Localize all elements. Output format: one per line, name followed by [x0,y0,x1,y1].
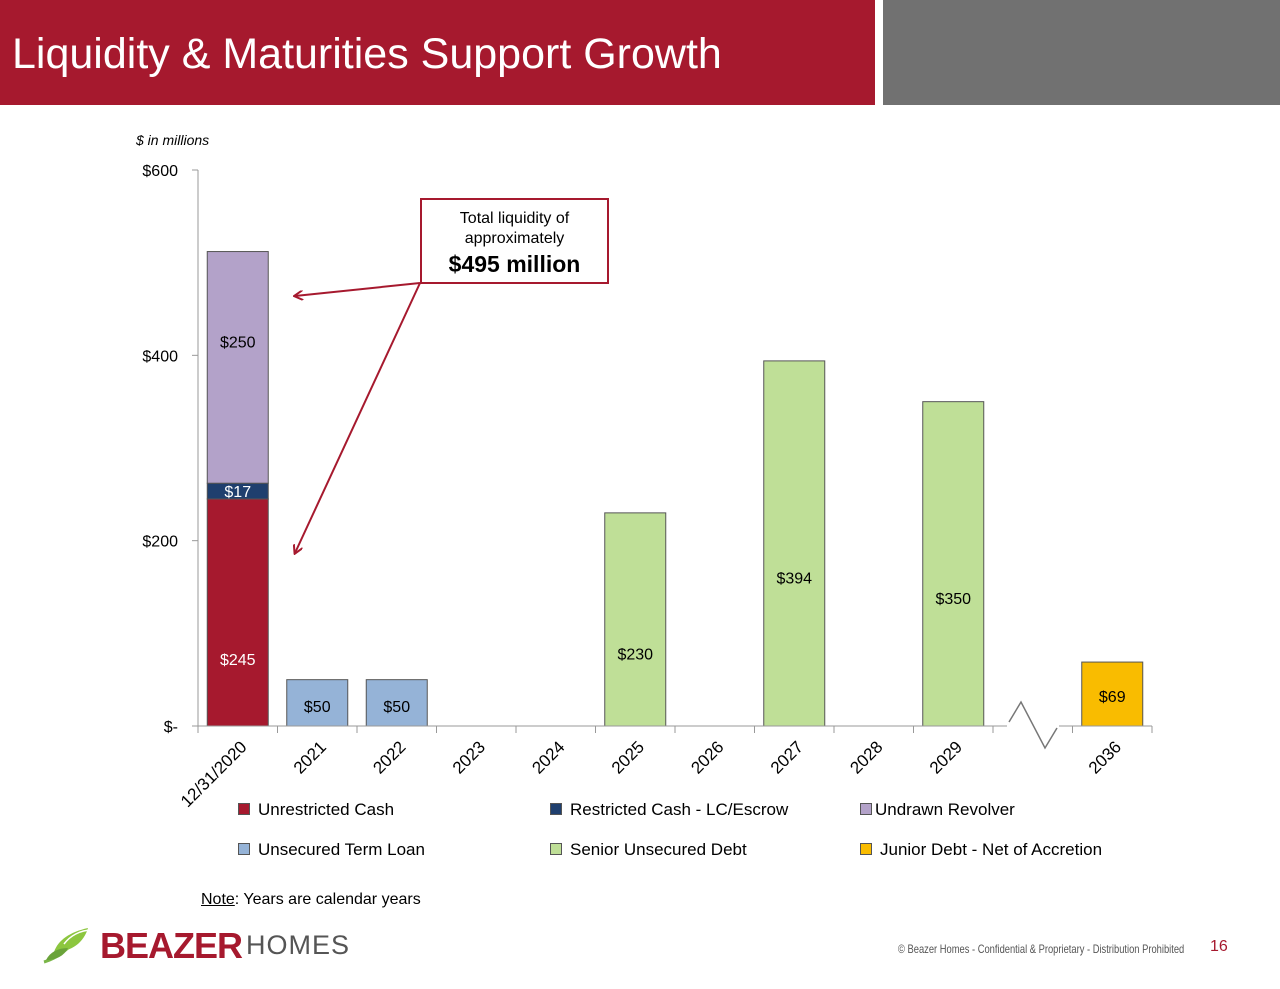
bar-junior-debt-net-of-accretion-2036 [1081,661,1144,727]
x-tick-label: 2024 [528,737,568,777]
legend-swatch [550,842,562,855]
data-label: $350 [935,591,971,608]
axis-break-icon [1008,700,1058,750]
y-tick-label: $200 [142,534,178,551]
y-tick-label: $- [164,719,178,736]
bar-unsecured-term-loan-2022 [365,679,428,727]
x-tick-label: 2021 [290,737,330,777]
legend-label: Unsecured Term Loan [258,840,425,859]
callout-arrows [295,282,421,553]
bar-senior-unsecured-debt-2025 [604,512,667,727]
y-tick-label: $400 [142,348,178,365]
legend-label: Junior Debt - Net of Accretion [880,840,1103,859]
page-title: Liquidity & Maturities Support Growth [12,30,722,78]
callout-arrow-to-revolver [295,282,421,296]
header-side-bar [883,0,1280,105]
legend-swatch [550,802,562,815]
x-tick-label: 2028 [846,737,886,777]
footer-confidential: © Beazer Homes - Confidential & Propriet… [898,942,1185,956]
legend-item-undrawn-revolver: Undrawn Revolver [860,800,1015,820]
x-tick-label: 2023 [449,737,489,777]
footnote-text: : Years are calendar years [234,891,421,908]
bar-unsecured-term-loan-2021 [286,679,349,727]
legend-swatch [238,802,250,815]
data-label: $230 [617,646,653,663]
legend-swatch [860,802,872,815]
legend-item-unsecured-term-loan: Unsecured Term Loan [238,840,425,860]
data-label: $17 [224,484,251,501]
footnote-label: Note [201,891,235,908]
callout-line-2: approximately [464,230,565,247]
legend-swatch [238,842,250,855]
y-tick-label: $600 [142,163,178,180]
legend-item-junior-debt: Junior Debt - Net of Accretion [860,840,1102,860]
callout-total: $495 million [448,251,581,277]
data-label: $394 [776,570,812,587]
legend-label: Unrestricted Cash [258,800,395,819]
data-label: $50 [383,699,410,716]
bar-senior-unsecured-debt-2027 [763,360,826,727]
callout-arrow-to-cash [295,282,421,553]
bar-unrestricted-cash-12/31/2020 [206,498,269,727]
legend-label: Restricted Cash - LC/Escrow [570,800,789,819]
page-number: 16 [1210,938,1228,955]
x-tick-label: 2036 [1085,737,1125,777]
legend-label: Undrawn Revolver [875,800,1015,819]
data-label: $245 [220,652,256,669]
bar-senior-unsecured-debt-2029 [922,401,985,727]
callout-line-1: Total liquidity of [459,210,570,227]
legend-label: Senior Unsecured Debt [570,840,747,859]
x-tick-label: 2029 [926,737,966,777]
units-note: $ in millions [136,132,210,148]
data-label: $250 [220,334,256,351]
x-tick-label: 2025 [608,737,648,777]
liquidity-callout: Total liquidity of approximately $495 mi… [420,198,609,284]
logo-suffix: HOMES [246,930,351,960]
legend-item-restricted-cash: Restricted Cash - LC/Escrow [550,800,788,820]
bar-undrawn-revolver-12/31/2020 [206,251,269,484]
logo-brand: BEAZER [100,925,243,966]
x-tick-label: 2022 [369,737,409,777]
leaf-icon [43,928,93,964]
footnote: Note: Years are calendar years [201,891,421,909]
title-bar: Liquidity & Maturities Support Growth [0,0,875,105]
legend-item-unrestricted-cash: Unrestricted Cash [238,800,394,820]
data-label: $69 [1099,689,1126,706]
x-tick-label: 2026 [687,737,727,777]
data-label: $50 [304,699,331,716]
beazer-homes-logo: BEAZER HOMES [40,922,360,967]
x-tick-label: 2027 [767,737,807,777]
legend-swatch [860,842,872,855]
legend-item-senior-unsecured-debt: Senior Unsecured Debt [550,840,747,860]
